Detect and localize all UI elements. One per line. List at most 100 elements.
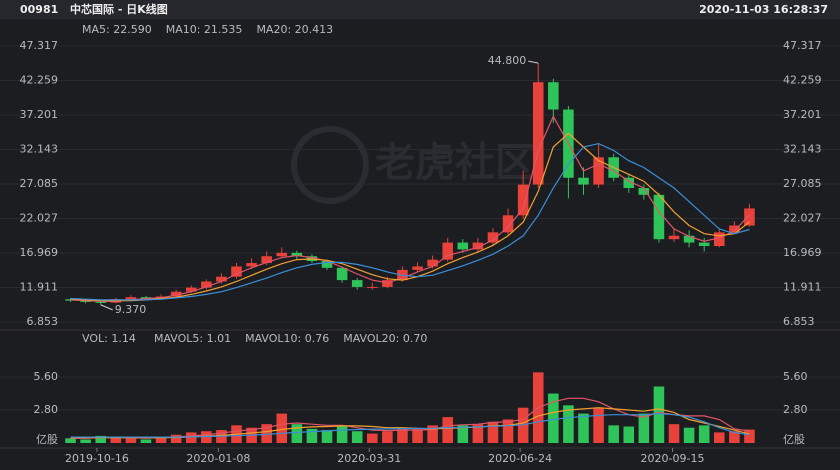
watermark-logo — [291, 126, 369, 204]
candle-body — [170, 291, 182, 297]
candle-body — [95, 301, 106, 303]
y-tick-label: 11.911 — [20, 281, 59, 294]
y-tick-label: 47.317 — [20, 39, 59, 52]
stock-code: 00981 — [20, 3, 58, 16]
y-tick-label-right: 11.911 — [783, 281, 822, 294]
x-tick-label: 2020-01-08 — [186, 452, 250, 465]
volume-bar — [744, 429, 755, 443]
y-tick-label: 27.085 — [20, 177, 59, 190]
header-bar — [0, 0, 840, 19]
volume-bar — [351, 431, 363, 443]
candle-body — [367, 286, 378, 288]
volume-bar — [201, 431, 212, 443]
y-tick-label: 5.60 — [34, 370, 59, 383]
annotation: 44.800 — [488, 54, 527, 67]
x-tick-label: 2020-09-15 — [641, 452, 705, 465]
volume-bar — [608, 425, 619, 443]
volume-bar — [125, 438, 137, 443]
candle-body — [472, 242, 484, 250]
legend-entry: MAVOL5: 1.01 — [154, 332, 231, 345]
volume-bar — [427, 425, 438, 443]
candle-body — [336, 267, 348, 281]
volume-bar — [321, 430, 333, 443]
volume-bar — [95, 435, 106, 443]
candle-body — [623, 177, 635, 188]
ma-line — [70, 132, 750, 302]
y-tick-label-right: 22.027 — [783, 212, 822, 225]
volume-bar — [668, 424, 680, 443]
volume-bar — [80, 439, 91, 443]
candle-body — [578, 177, 589, 185]
ma-line — [70, 114, 750, 302]
y-tick-label: 16.969 — [20, 246, 59, 259]
volume-bar — [472, 424, 484, 443]
candle-body — [744, 208, 755, 226]
y-tick-label-right: 47.317 — [783, 39, 822, 52]
volume-bar — [306, 428, 318, 443]
y-tick-label: 6.853 — [27, 315, 59, 328]
legend-entry: MA10: 21.535 — [166, 23, 243, 36]
candle-body — [382, 280, 393, 287]
y-tick-label: 37.201 — [20, 108, 59, 121]
volume-bar — [367, 433, 378, 443]
volume-bar — [382, 431, 393, 443]
volume-bar — [578, 413, 589, 443]
candle-body — [729, 225, 740, 233]
x-tick-label: 2020-03-31 — [337, 452, 401, 465]
candle-body — [246, 263, 257, 267]
volume-bar — [593, 407, 604, 443]
y-tick-label: 2.80 — [34, 403, 59, 416]
volume-bar — [65, 438, 76, 443]
volume-bar — [457, 425, 469, 443]
legend-entry: MA5: 22.590 — [82, 23, 152, 36]
candle-body — [714, 232, 725, 246]
candle-body — [653, 194, 665, 240]
y-tick-label-right: 5.60 — [783, 370, 808, 383]
volume-bar — [638, 413, 650, 443]
candle-body — [351, 280, 363, 287]
candle-body — [457, 242, 469, 250]
volume-bar — [170, 434, 182, 443]
volume-bar — [653, 386, 665, 443]
candle-body — [216, 276, 227, 282]
legend-entry: MAVOL20: 0.70 — [343, 332, 427, 345]
volume-bar — [623, 426, 635, 443]
candle-body — [593, 157, 604, 185]
volume-bar — [155, 437, 167, 443]
candle-body — [201, 281, 212, 288]
y-tick-label-right: 37.201 — [783, 108, 822, 121]
volume-bar — [442, 417, 453, 443]
candle-body — [140, 297, 152, 299]
ma-line — [70, 142, 750, 301]
annotation-leader — [100, 304, 113, 311]
volume-bar — [714, 432, 725, 443]
volume-bar — [412, 428, 423, 443]
y-tick-label: 32.143 — [20, 142, 59, 155]
volume-bar — [548, 393, 559, 443]
y-tick-label-right: 6.853 — [783, 315, 815, 328]
candle-body — [532, 82, 544, 185]
volume-bar — [110, 437, 122, 443]
volume-bar — [185, 432, 197, 443]
y-tick-label-right: 27.085 — [783, 177, 822, 190]
y-tick-label: 22.027 — [20, 212, 59, 225]
legend-title: VOL: 1.14 — [82, 332, 136, 345]
volume-bar — [487, 421, 499, 443]
y-tick-label-right: 2.80 — [783, 403, 808, 416]
watermark: 老虎社区 — [375, 140, 535, 186]
x-tick-label: 2020-06-24 — [488, 452, 552, 465]
candle-body — [125, 297, 137, 300]
candle-body — [185, 287, 197, 292]
legend-entry: MA20: 20.413 — [256, 23, 333, 36]
candle-body — [548, 82, 559, 110]
y-tick-label-right: 32.143 — [783, 142, 822, 155]
annotation: 9.370 — [115, 303, 147, 316]
volume-bar — [698, 425, 710, 443]
candle-body — [276, 252, 288, 257]
timestamp: 2020-11-03 16:28:37 — [699, 3, 828, 16]
legend-entry: MAVOL10: 0.76 — [245, 332, 329, 345]
candle-body — [231, 266, 242, 277]
candle-body — [668, 235, 680, 240]
